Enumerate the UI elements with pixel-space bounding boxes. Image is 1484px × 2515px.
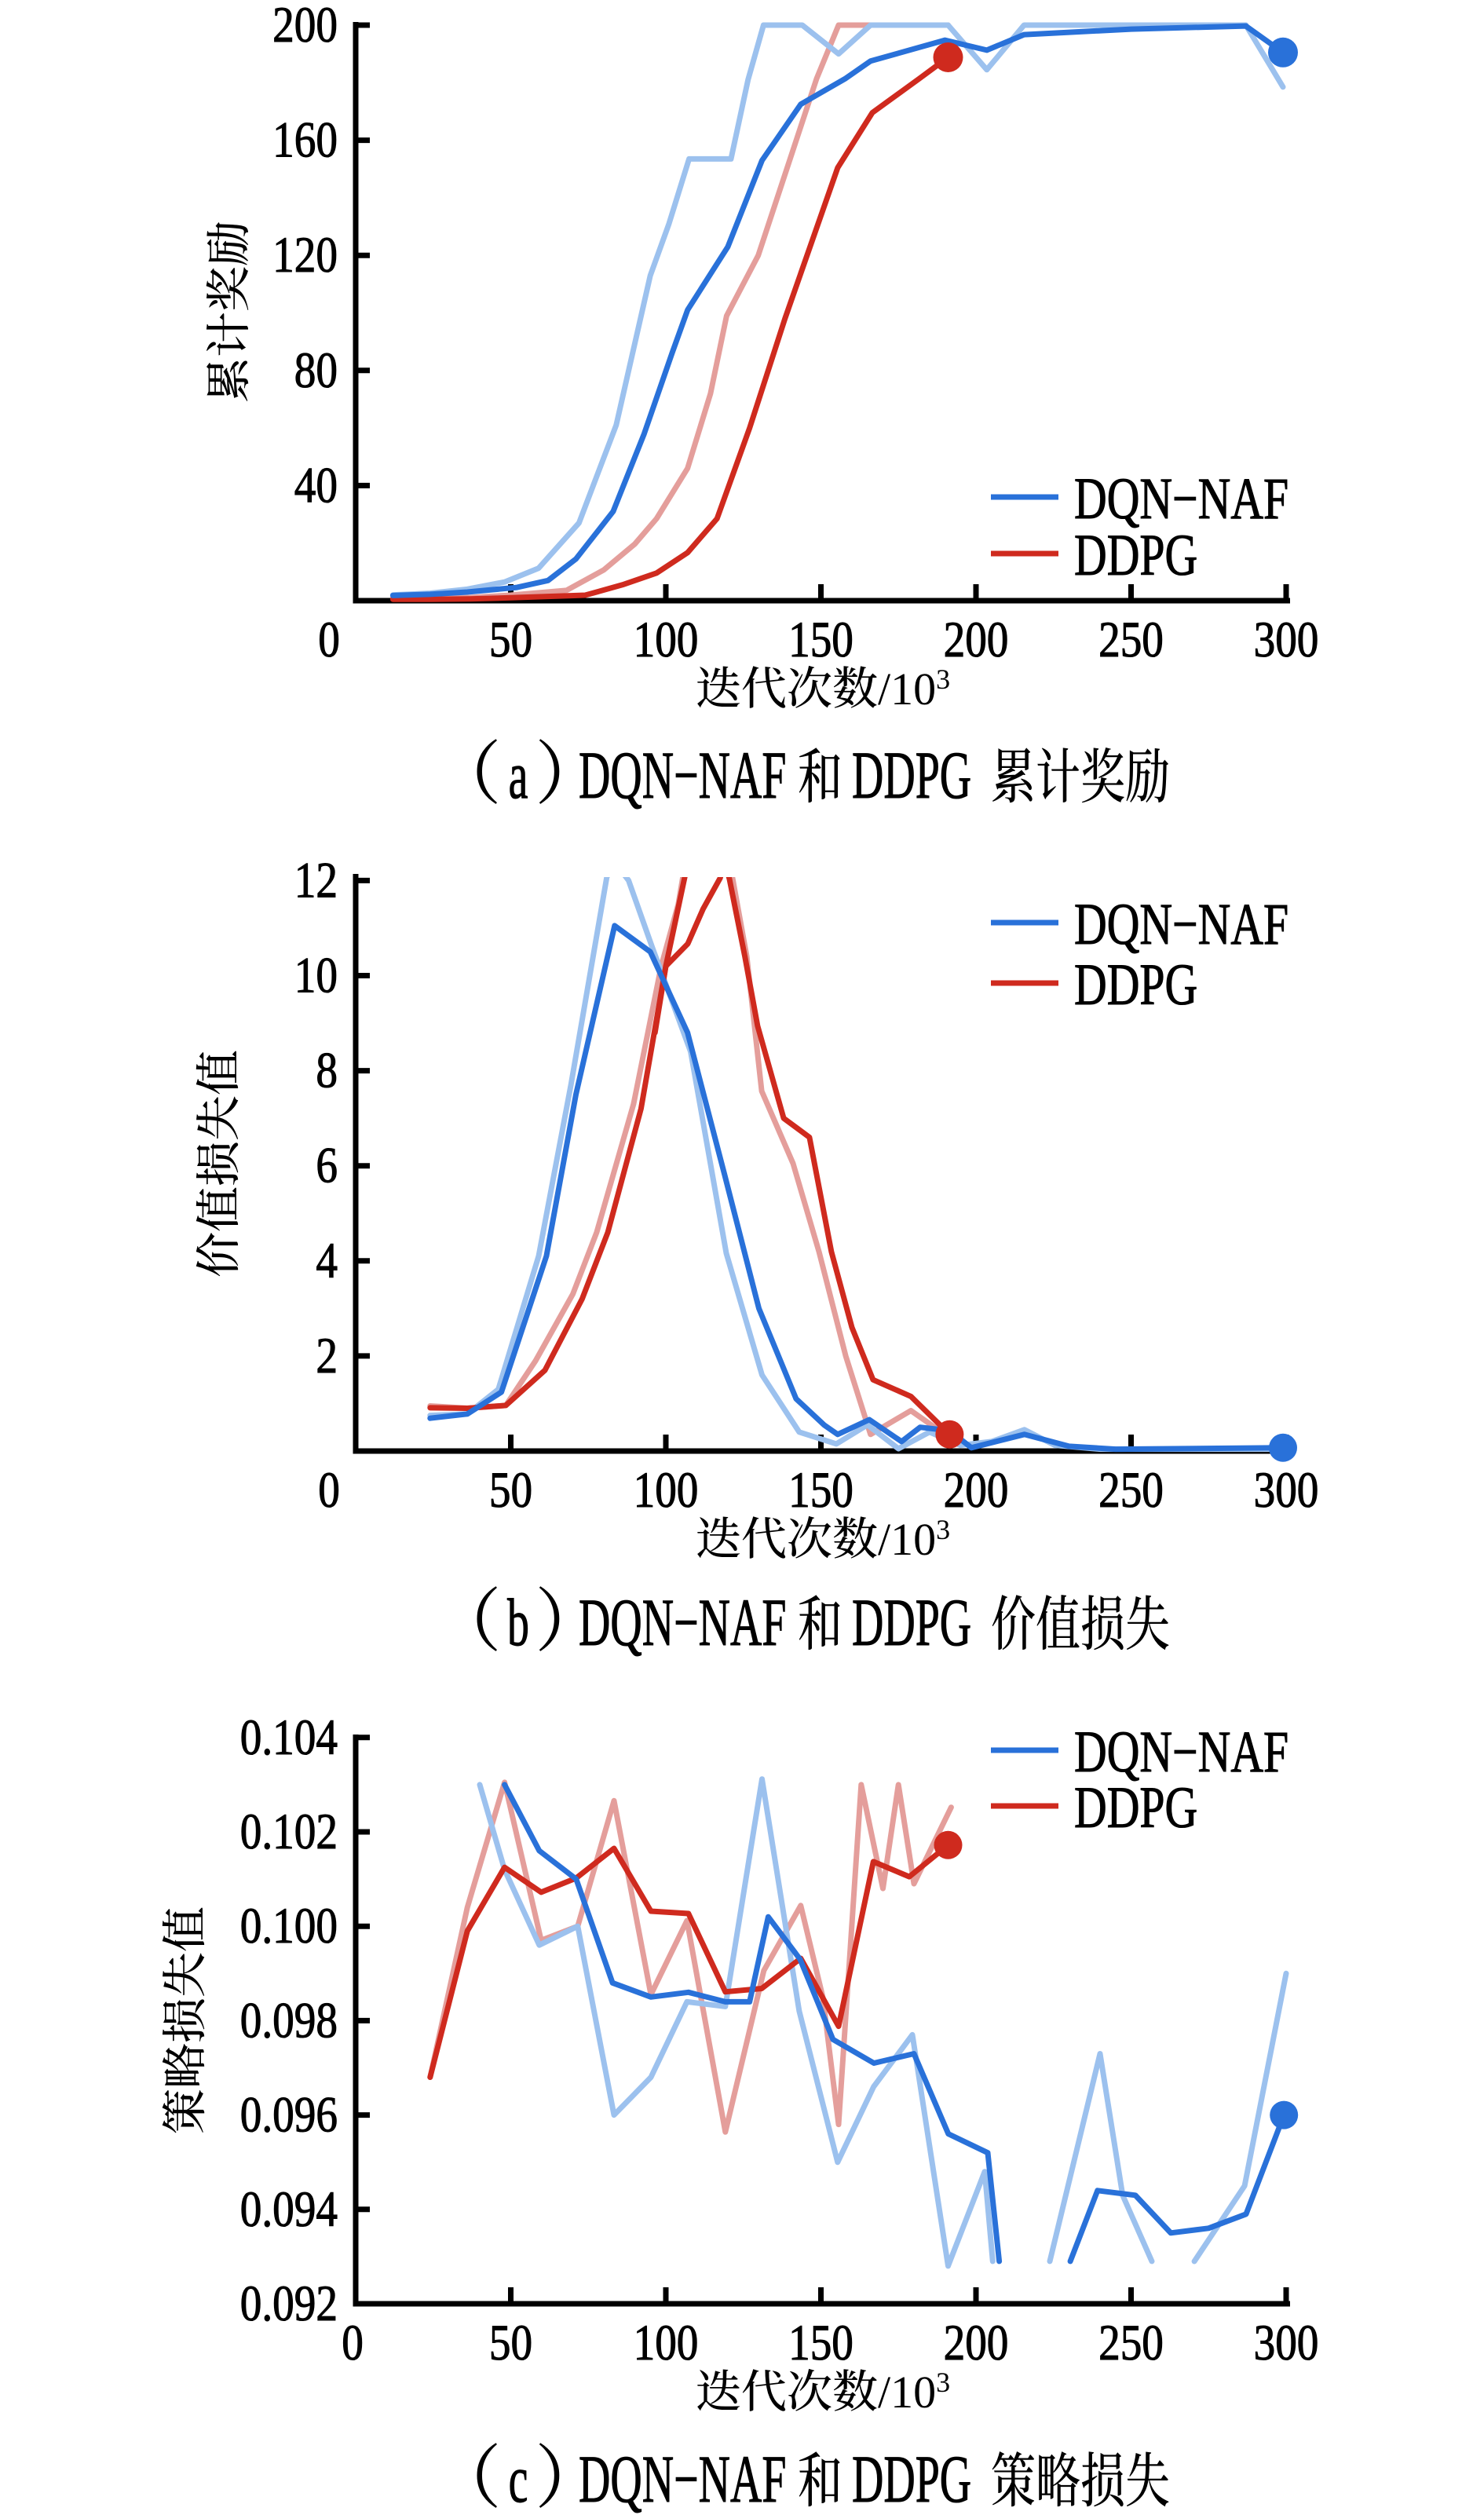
svg-text:DDPG: DDPG (1074, 952, 1197, 1018)
svg-text:DDPG: DDPG (1074, 1775, 1197, 1841)
svg-text:250: 250 (1098, 612, 1164, 668)
svg-text:DQN−NAF: DQN−NAF (579, 1585, 786, 1660)
svg-text:DDPG: DDPG (852, 1585, 971, 1660)
svg-text:50: 50 (489, 1462, 532, 1519)
svg-text:40: 40 (294, 457, 338, 514)
svg-text:DQN−NAF: DQN−NAF (579, 2441, 786, 2515)
svg-text:200: 200 (944, 612, 1009, 668)
svg-text:DQN−NAF: DQN−NAF (579, 737, 786, 813)
svg-text:DDPG: DDPG (852, 737, 971, 813)
svg-text:0.102: 0.102 (240, 1804, 338, 1860)
svg-text:100: 100 (634, 1462, 699, 1519)
svg-text:DQN−NAF: DQN−NAF (1074, 1720, 1288, 1785)
svg-text:6: 6 (316, 1138, 338, 1194)
svg-text:200: 200 (944, 2315, 1009, 2371)
svg-text:0: 0 (318, 612, 340, 668)
svg-text:4: 4 (316, 1233, 338, 1289)
svg-text:160: 160 (272, 111, 338, 168)
svg-text:10: 10 (294, 947, 338, 1003)
svg-text:12: 12 (294, 852, 338, 908)
svg-text:150: 150 (788, 2315, 853, 2371)
svg-text:200: 200 (272, 0, 338, 53)
svg-text:0.104: 0.104 (240, 1709, 338, 1766)
svg-text:300: 300 (1254, 2315, 1319, 2371)
svg-text:0.098: 0.098 (240, 1992, 338, 2049)
svg-text:250: 250 (1098, 1462, 1164, 1519)
svg-text:250: 250 (1098, 2315, 1164, 2371)
svg-text:150: 150 (788, 1462, 853, 1519)
svg-text:0: 0 (342, 2315, 364, 2371)
svg-text:a: a (509, 737, 528, 813)
svg-text:50: 50 (489, 612, 532, 668)
svg-text:DQN−NAF: DQN−NAF (1074, 466, 1288, 532)
svg-text:c: c (509, 2441, 528, 2515)
svg-text:300: 300 (1254, 1462, 1319, 1519)
svg-text:DDPG: DDPG (852, 2441, 971, 2515)
svg-text:120: 120 (272, 227, 338, 283)
svg-text:0.096: 0.096 (240, 2086, 338, 2143)
svg-text:100: 100 (634, 612, 699, 668)
svg-text:80: 80 (294, 342, 338, 399)
svg-text:100: 100 (634, 2315, 699, 2371)
svg-text:8: 8 (316, 1042, 338, 1098)
svg-text:DDPG: DDPG (1074, 523, 1197, 588)
svg-text:0: 0 (318, 1462, 340, 1519)
svg-text:DQN−NAF: DQN−NAF (1074, 892, 1288, 957)
svg-text:b: b (507, 1585, 529, 1660)
svg-text:150: 150 (788, 612, 853, 668)
svg-text:50: 50 (489, 2315, 532, 2371)
svg-text:0.092: 0.092 (240, 2276, 338, 2332)
svg-text:2: 2 (316, 1328, 338, 1384)
svg-text:200: 200 (944, 1462, 1009, 1519)
svg-text:0.094: 0.094 (240, 2181, 338, 2238)
svg-text:0.100: 0.100 (240, 1898, 338, 1954)
svg-text:300: 300 (1254, 612, 1319, 668)
